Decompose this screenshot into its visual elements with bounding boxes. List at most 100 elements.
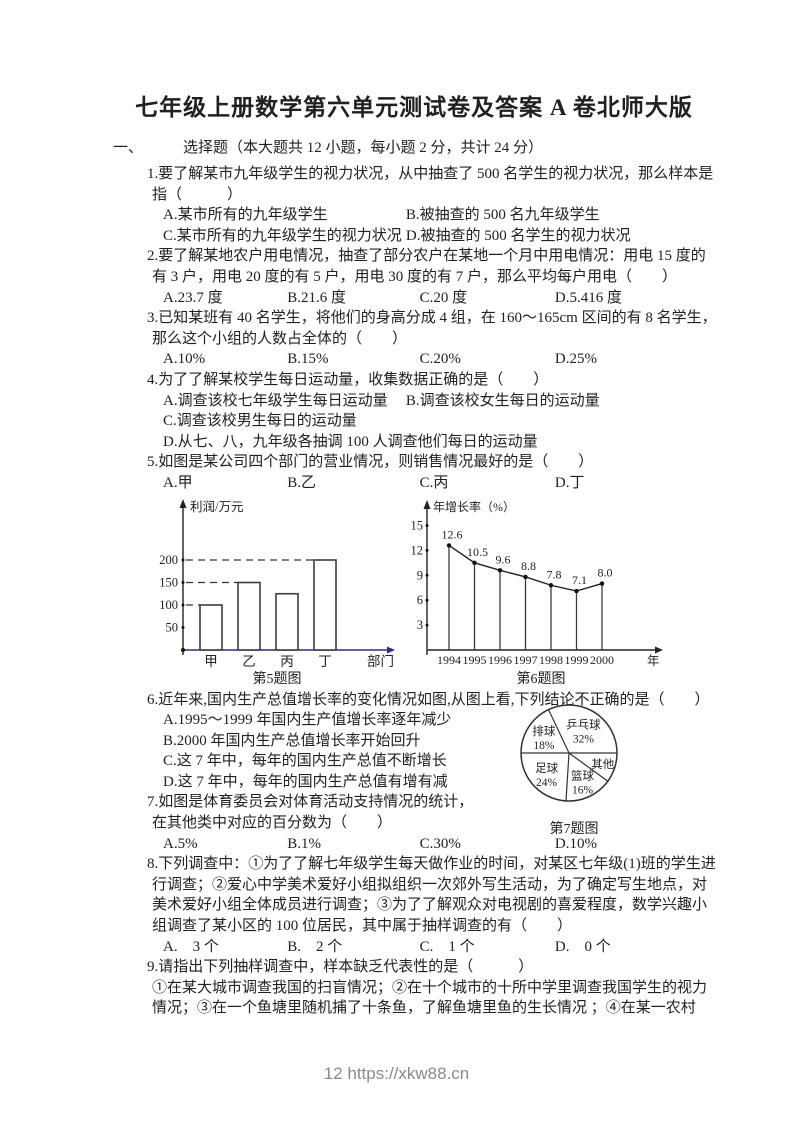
question-stem-line: 9.请指出下列抽样调查中，样本缺乏代表性的是（ ）: [147, 959, 534, 976]
option: D.从七、八，九年级各抽调 100 人调查他们每日的运动量: [163, 433, 538, 450]
svg-text:32%: 32%: [573, 733, 595, 745]
pie-chart-caption: 第7题图: [549, 822, 599, 837]
option: C.30%: [419, 835, 461, 852]
question-5: 5.如图是某公司四个部门的营业情况，则销售情况最好的是（ ） A.甲 B.乙 C.丙 D…: [113, 452, 715, 493]
charts-row: 利润/万元 50 100 150 200 甲 乙 丙 丁 部门 第5题图 年增长率（%） 年 3 6 9 1…: [113, 498, 715, 688]
svg-text:12.6: 12.6: [442, 527, 463, 541]
svg-text:10.5: 10.5: [467, 544, 488, 558]
question-2: 2.要了解某地农户用电情况，抽查了部分农户在某地一个月中用电情况：用电 15 度…: [113, 246, 715, 308]
svg-text:9.6: 9.6: [496, 552, 511, 566]
question-stem-line: 在其他类中对应的百分数为（ ）: [152, 815, 393, 832]
bar-chart-q5: 利润/万元 50 100 150 200 甲 乙 丙 丁 部门 第5题图: [151, 498, 403, 688]
question-7: 7.如图是体育委员会对体育活动支持情况的统计， 在其他类中对应的百分数为（ ） A.…: [113, 792, 715, 854]
line-chart-q6: 年增长率（%） 年 3 6 9 12 15 12.6 1994 10.5 1995 9.6 1996 8.…: [405, 498, 705, 688]
option: B.15%: [287, 351, 329, 368]
svg-text:1998: 1998: [539, 653, 563, 667]
question-stem-line: 1.要了解某市九年级学生的视力状况，从中抽查了 500 名学生的视力状况，那么样…: [147, 166, 714, 182]
question-stem-line: 有 3 户，用电 20 度的有 5 户，用电 30 度的有 7 户，那么平均每户…: [152, 268, 678, 285]
question-1: 1.要了解某市九年级学生的视力状况，从中抽查了 500 名学生的视力状况，那么样…: [113, 164, 715, 246]
question-stem-line: 3.已知某班有 40 名学生，将他们的身高分成 4 组，在 160～165cm …: [147, 310, 717, 327]
pie-chart-q7: 排球 18% 乒乓球 32% 其他 篮球 16% 足球 24% 第7题图: [503, 696, 653, 838]
svg-text:18%: 18%: [533, 740, 555, 752]
question-stem-line: 7.如图是体育委员会对体育活动支持情况的统计，: [147, 794, 474, 811]
option-row: A.23.7 度 B.21.6 度 C.20 度 D.5.416 度: [147, 288, 715, 309]
bar-chart-canvas: 利润/万元 50 100 150 200 甲 乙 丙 丁 部门: [151, 498, 403, 668]
svg-text:9: 9: [417, 568, 423, 582]
option: B.1%: [287, 835, 321, 852]
svg-text:1995: 1995: [463, 653, 487, 667]
question-stem-line: 6.近年来,国内生产总值增长率的变化情况如图,从图上看,下列结论不正确的是（ ）: [147, 691, 710, 708]
option-row: A. 3 个 B. 2 个 C. 1 个 D. 0 个: [147, 937, 715, 958]
svg-text:部门: 部门: [367, 654, 394, 668]
svg-text:3: 3: [417, 618, 423, 632]
option: C.20 度: [419, 289, 468, 306]
option: C.20%: [419, 351, 461, 368]
option-row: D.从七、八，九年级各抽调 100 人调查他们每日的运动量: [147, 432, 715, 453]
option: A.23.7 度: [163, 289, 223, 306]
svg-text:甲: 甲: [204, 654, 218, 668]
svg-text:1997: 1997: [514, 653, 538, 667]
option: D.丁: [554, 474, 585, 491]
pie-chart-canvas: 排球 18% 乒乓球 32% 其他 篮球 16% 足球 24%: [503, 696, 653, 818]
svg-text:1999: 1999: [565, 653, 589, 667]
option: D. 0 个: [554, 938, 611, 955]
svg-text:100: 100: [159, 598, 178, 612]
svg-text:年: 年: [647, 654, 660, 668]
option-row: A.10% B.15% C.20% D.25%: [147, 349, 715, 370]
svg-text:丁: 丁: [318, 654, 332, 668]
question-stem-line: ①在某大城市调查我国的扫盲情况；②在十个城市的十所中学里调查我国学生的视力: [152, 979, 708, 996]
option: D.25%: [554, 351, 597, 368]
option-row: C.某市所有的九年级学生的视力状况 D.被抽查的 500 名学生的视力状况: [147, 226, 715, 247]
option: A.5%: [163, 835, 198, 852]
option: B.2000 年国内生产总值增长率开始回升: [163, 732, 421, 749]
svg-text:150: 150: [159, 575, 178, 589]
section-number: 一、: [113, 140, 144, 156]
option: C.这 7 年中，每年的国内生产总值不断增长: [163, 753, 447, 770]
option: A.调查该校七年级学生每日运动量: [163, 392, 388, 409]
question-6: 6.近年来,国内生产总值增长率的变化情况如图,从图上看,下列结论不正确的是（ ）…: [113, 690, 715, 793]
svg-text:12: 12: [411, 543, 424, 557]
svg-text:2000: 2000: [590, 653, 614, 667]
option: A.10%: [163, 351, 206, 368]
question-stem-line: 5.如图是某公司四个部门的营业情况，则销售情况最好的是（ ）: [147, 454, 594, 471]
option: C. 1 个: [419, 938, 475, 955]
option-row: C.这 7 年中，每年的国内生产总值不断增长: [147, 751, 715, 772]
bar-chart-caption: 第5题图: [252, 671, 302, 687]
option: C.某市所有的九年级学生的视力状况: [163, 227, 402, 244]
option: A.某市所有的九年级学生: [163, 207, 328, 224]
question-8: 8.下列调查中：①为了了解七年级学生每天做作业的时间，对某区七年级(1)班的学生…: [113, 854, 716, 958]
question-stem-line: 8.下列调查中：①为了了解七年级学生每天做作业的时间，对某区七年级(1)班的学生…: [147, 856, 716, 873]
line-chart-caption: 第6题图: [516, 671, 566, 687]
svg-text:7.1: 7.1: [572, 573, 587, 587]
svg-text:50: 50: [166, 620, 179, 634]
option: A. 3 个: [163, 938, 219, 955]
option: D.5.416 度: [554, 289, 622, 306]
option: B.乙: [287, 474, 316, 491]
option: D.10%: [554, 835, 597, 852]
svg-text:足球: 足球: [535, 761, 558, 775]
option-row: C.调查该校男生每日的运动量: [147, 411, 715, 432]
option: D.被抽查的 500 名学生的视力状况: [405, 227, 631, 244]
svg-text:排球: 排球: [532, 724, 555, 738]
section-heading: 一、 选择题（本大题共 12 小题，每小题 2 分，共计 24 分）: [113, 136, 715, 157]
svg-text:年增长率（%）: 年增长率（%）: [433, 499, 515, 514]
svg-text:8.8: 8.8: [521, 558, 536, 572]
option-row: A.1995～1999 年国内生产值增长率逐年减少: [147, 710, 715, 731]
svg-text:15: 15: [411, 518, 424, 532]
page-content: 七年级上册数学第六单元测试卷及答案 A 卷北师大版 一、 选择题（本大题共 12 …: [113, 95, 717, 1019]
questions-block-1-5: 1.要了解某市九年级学生的视力状况，从中抽查了 500 名学生的视力状况，那么样…: [113, 164, 717, 494]
svg-text:1994: 1994: [437, 653, 461, 667]
option: B.21.6 度: [287, 289, 346, 306]
question-stem-line: 行调查；②爱心中学美术爱好小组拟组织一次郊外写生活动，为了确定写生地点，对: [152, 876, 708, 893]
svg-text:篮球: 篮球: [571, 769, 594, 783]
svg-text:6: 6: [417, 593, 423, 607]
page-title: 七年级上册数学第六单元测试卷及答案 A 卷北师大版: [135, 95, 693, 120]
svg-text:16%: 16%: [572, 785, 594, 797]
option: A.甲: [163, 474, 193, 491]
option: C.丙: [419, 474, 449, 491]
line-chart-canvas: 年增长率（%） 年 3 6 9 12 15 12.6 1994 10.5 1995 9.6 1996 8.…: [405, 498, 705, 668]
question-stem-line: 指（ ）: [152, 186, 243, 203]
question-9: 9.请指出下列抽样调查中，样本缺乏代表性的是（ ） ①在某大城市调查我国的扫盲情况…: [113, 957, 715, 1019]
question-3: 3.已知某班有 40 名学生，将他们的身高分成 4 组，在 160～165cm …: [113, 308, 717, 370]
